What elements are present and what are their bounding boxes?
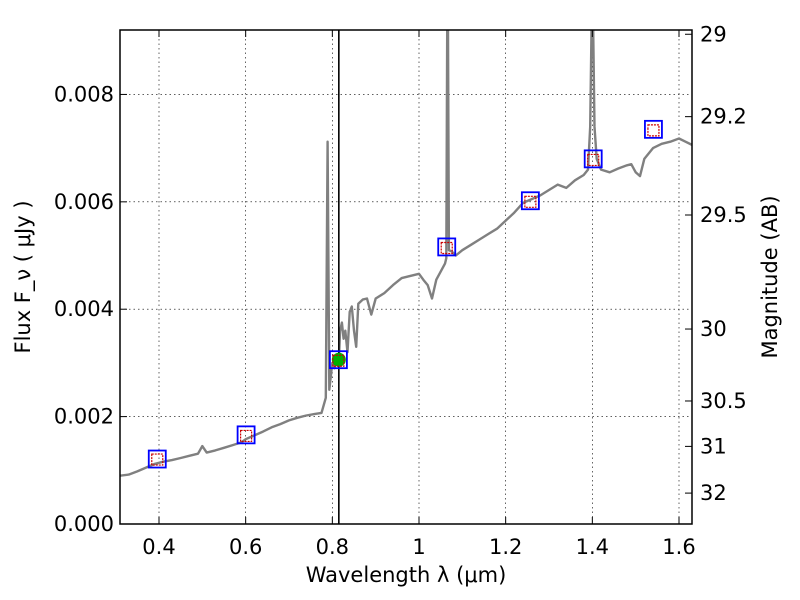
mag-tick-label: 31 — [700, 434, 727, 458]
mag-tick-label: 30 — [700, 317, 727, 341]
selected-band-marker — [331, 352, 346, 367]
y-tick-label: 0.002 — [54, 405, 114, 429]
plot-clipped — [120, 30, 692, 524]
mag-tick-label: 29.2 — [700, 105, 747, 129]
observed-flux-point — [520, 191, 540, 211]
mag-tick-label: 32 — [700, 481, 727, 505]
model-flux-point — [647, 124, 660, 137]
x-tick-label: 0.8 — [316, 535, 349, 559]
observed-flux-point — [644, 119, 663, 139]
model-flux-point — [587, 153, 600, 167]
model-flux-point — [440, 241, 453, 255]
plot-area — [120, 30, 692, 524]
x-axis-label: Wavelength λ (μm) — [306, 563, 507, 587]
x-tick-label: 0.4 — [142, 535, 175, 559]
y-tick-label: 0.000 — [54, 512, 114, 536]
axis-ticks: 0.4 0.6 0.8 1 1.2 1.4 1.6 0.000 0.002 0.004 0.006 0… — [54, 22, 747, 559]
spectrum-line — [120, 30, 692, 477]
observed-flux-point — [236, 425, 256, 445]
x-tick-label: 1.4 — [576, 535, 609, 559]
y-tick-label: 0.006 — [54, 190, 114, 214]
observed-flux-point — [328, 350, 348, 370]
y-tick-label: 0.008 — [54, 82, 114, 106]
observed-flux-point — [147, 449, 167, 469]
model-flux-point — [151, 453, 164, 466]
plot-frame — [119, 29, 693, 525]
mag-tick-label: 29.5 — [700, 203, 747, 227]
model-flux-point — [524, 195, 537, 208]
mag-tick-label: 29 — [700, 22, 727, 46]
y-axis-label: Flux F_ν ( μJy ) — [11, 200, 36, 353]
observed-flux-point — [437, 237, 457, 257]
model-flux-point — [332, 354, 345, 367]
x-tick-label: 1 — [412, 535, 425, 559]
x-tick-label: 1.2 — [489, 535, 522, 559]
y-tick-label: 0.004 — [54, 297, 114, 321]
model-flux-point — [240, 429, 253, 443]
x-tick-label: 0.6 — [229, 535, 262, 559]
mag-tick-label: 30.5 — [700, 389, 747, 413]
observed-flux-point — [583, 149, 603, 169]
right-axis-label: Magnitude (AB) — [758, 195, 782, 358]
x-tick-label: 1.6 — [662, 535, 695, 559]
